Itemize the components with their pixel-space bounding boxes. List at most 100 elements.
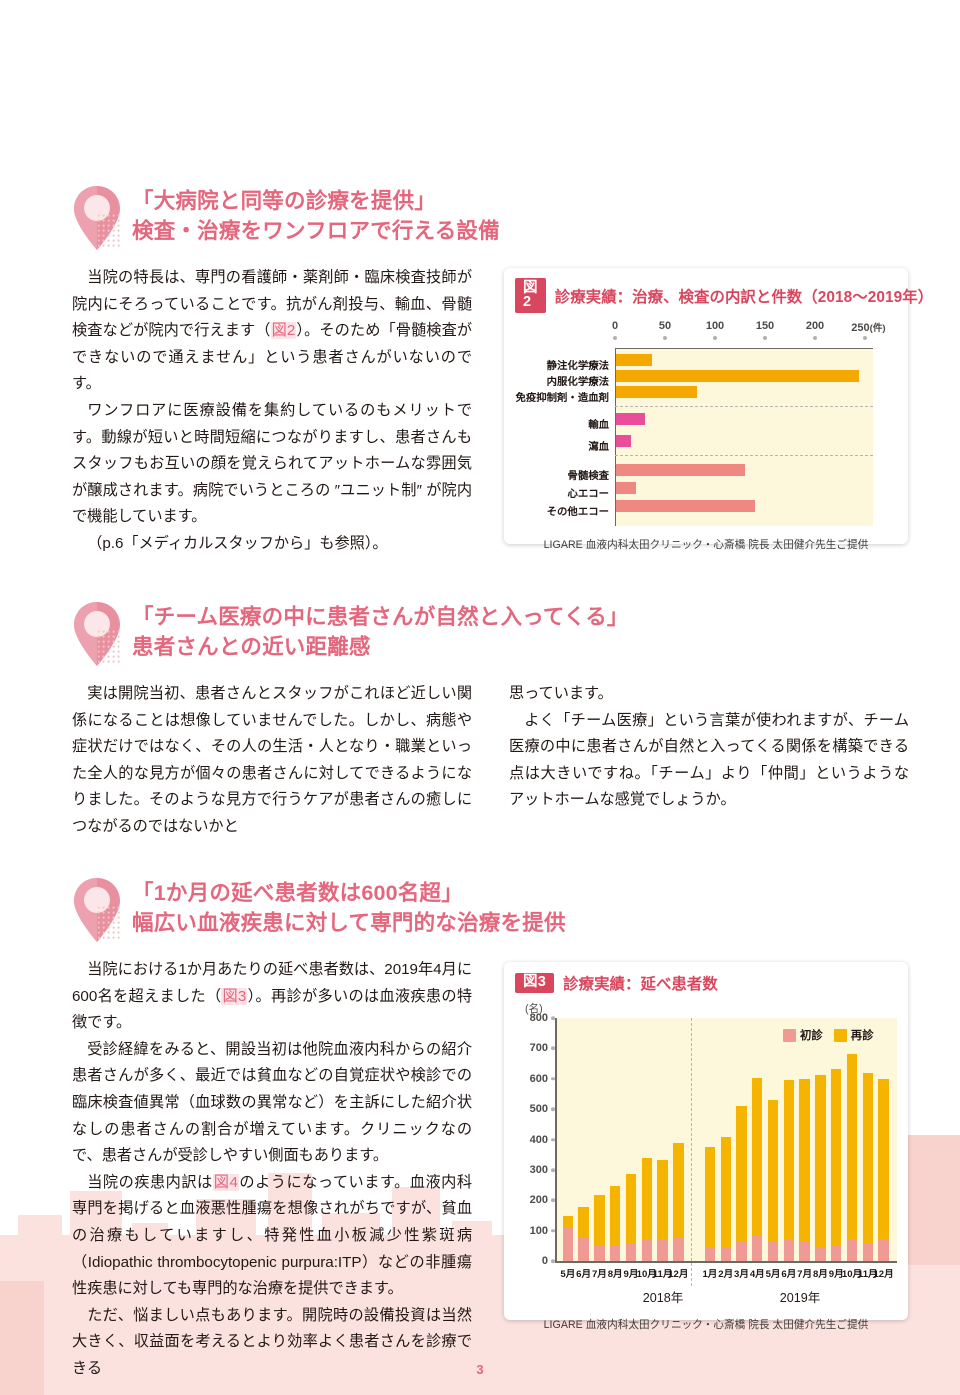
x-tick-label: 0	[611, 320, 619, 332]
y-tick-dot	[551, 1229, 555, 1233]
paragraph: よく「チーム医療」という言葉が使われますが、チーム医療の中に患者さんが自然と入っ…	[509, 711, 909, 809]
year-label-2019: 2019年	[779, 1291, 821, 1305]
section-2-body-right: 思っています。 よく「チーム医療」という言葉が使われますが、チーム医療の中に患者…	[509, 681, 909, 841]
column-segment-shoshin	[594, 1245, 605, 1261]
bar-static	[616, 370, 859, 382]
column-segment-shoshin	[673, 1236, 684, 1261]
month-label: 4月	[749, 1269, 765, 1280]
figure-2-card: 図2 診療実績：治療、検査の内訳と件数（2018～2019年） 0 50 100…	[504, 268, 933, 551]
y-tick-label: 200	[529, 1194, 548, 1207]
column-segment-saishin	[562, 1216, 574, 1227]
column-segment-saishin	[720, 1137, 731, 1248]
map-pin-icon	[74, 186, 122, 250]
bar-static	[616, 435, 632, 447]
legend-swatch	[783, 1028, 796, 1042]
figure-3-credit: LIGARE 血液内科太田クリニック・心斎橋 院長 太田健介先生ご提供	[543, 1319, 869, 1331]
column-segment-saishin	[625, 1173, 637, 1244]
y-tick-dot	[551, 1168, 555, 1172]
fig3-inline-ref: 図3	[221, 987, 248, 1005]
stacked-column	[862, 1073, 873, 1261]
x-tick-dot	[863, 336, 867, 340]
section-3: 「1か月の延べ患者数は600名超」 幅広い血液疾患に対して専門的な治療を提供 当…	[72, 874, 565, 1383]
column-segment-saishin	[752, 1077, 763, 1235]
paragraph: 思っています。	[509, 685, 613, 702]
paragraph: ただ、悩ましい点もあります。開院時の設備投資は当然大きく、収益面を考えるとより効…	[72, 1306, 472, 1377]
figure-3-chart: (名) 800 700 600 500 400 300 200 100 0	[515, 1001, 897, 1305]
column-segment-saishin	[657, 1160, 668, 1240]
month-label: 5月	[765, 1269, 781, 1280]
bar-label: 輸血	[588, 420, 609, 431]
bar-static	[616, 413, 646, 425]
legend-label: 再診	[850, 1030, 874, 1042]
column-segment-shoshin	[878, 1239, 889, 1261]
section-2-heading: 「チーム医療の中に患者さんが自然と入ってくる」 患者さんとの近い距離感	[72, 598, 912, 668]
month-label: 6月	[576, 1269, 592, 1280]
y-tick-dot	[551, 1137, 555, 1142]
bar-static	[616, 464, 745, 476]
column-segment-saishin	[846, 1053, 858, 1239]
stacked-column	[562, 1216, 574, 1261]
section-1-heading-line2: 検査・治療をワンフロアで行える設備	[132, 219, 500, 243]
figure-3-tag: 図3	[515, 972, 555, 994]
column-segment-shoshin	[752, 1234, 763, 1261]
section-3-heading: 「1か月の延べ患者数は600名超」 幅広い血液疾患に対して専門的な治療を提供	[72, 874, 565, 944]
paragraph: 当院の疾患内訳は図4のようになっています。血液内科専門を掲げると血液悪性腫瘍を想…	[72, 1173, 473, 1298]
bar-static	[616, 386, 697, 398]
paragraph: （p.6「メディカルスタッフから」も参照）。	[87, 534, 388, 552]
stacked-column	[578, 1207, 589, 1261]
stacked-column	[704, 1147, 716, 1261]
bar-static	[616, 354, 653, 366]
column-segment-shoshin	[846, 1238, 858, 1261]
column-segment-saishin	[815, 1074, 826, 1248]
column-segment-saishin	[783, 1080, 795, 1240]
group-separator	[615, 406, 873, 407]
y-tick-dot	[551, 1107, 555, 1111]
month-label: 6月	[781, 1269, 797, 1280]
x-tick-dot	[713, 336, 717, 340]
column-segment-shoshin	[641, 1239, 652, 1261]
x-tick-label: 50	[658, 320, 672, 332]
column-segment-saishin	[878, 1079, 889, 1240]
y-tick-label: 400	[529, 1133, 548, 1146]
stacked-column	[815, 1074, 826, 1261]
y-axis-line	[555, 1018, 557, 1261]
column-segment-shoshin	[767, 1241, 779, 1261]
column-segment-saishin	[767, 1100, 779, 1242]
column-segment-shoshin	[578, 1237, 589, 1261]
figure-2-title: 診療実績：治療、検査の内訳と件数（2018～2019年）	[554, 288, 934, 306]
x-tick-label: 150	[755, 320, 775, 332]
year-label-2018: 2018年	[642, 1291, 684, 1305]
stacked-column	[657, 1160, 668, 1261]
month-label: 9月	[623, 1269, 639, 1280]
stacked-column	[846, 1053, 858, 1261]
figure-3-columns	[556, 1018, 897, 1261]
legend-item-shoshin: 初診	[783, 1027, 823, 1043]
x-tick-dot	[813, 336, 817, 340]
month-label: 3月	[734, 1269, 749, 1280]
bar-label: 骨髄検査	[567, 471, 609, 482]
column-segment-shoshin	[609, 1246, 621, 1261]
stacked-column	[641, 1158, 652, 1261]
figure-2-tag: 図2	[515, 278, 546, 313]
y-tick-dot	[551, 1259, 555, 1263]
column-segment-shoshin	[815, 1247, 826, 1261]
column-segment-saishin	[609, 1185, 621, 1247]
x-tick-label: 200	[805, 320, 825, 332]
y-tick-label: 600	[529, 1072, 548, 1085]
bar-label: その他エコー	[546, 507, 609, 518]
month-label: 5月	[560, 1269, 576, 1280]
section-3-heading-line2: 幅広い血液疾患に対して専門的な治療を提供	[132, 911, 566, 935]
legend-item-saishin: 再診	[833, 1027, 874, 1043]
column-segment-shoshin	[799, 1240, 810, 1261]
y-tick-label: 800	[529, 1012, 548, 1024]
x-tick-dot	[763, 336, 767, 340]
stacked-column	[799, 1079, 810, 1261]
stacked-column	[736, 1106, 747, 1261]
month-label: 2月	[718, 1269, 734, 1280]
bar-static	[616, 500, 755, 512]
section-1: 「大病院と同等の診療を提供」 検査・治療をワンフロアで行える設備 当院の特長は、…	[72, 182, 500, 558]
y-tick-label: 300	[529, 1164, 548, 1176]
stacked-column	[720, 1137, 731, 1261]
bar-label: 静注化学療法	[546, 361, 609, 372]
paragraph: 当院の特長は、専門の看護師・薬剤師・臨床検査技師が院内にそろっていることです。抗…	[72, 269, 473, 393]
